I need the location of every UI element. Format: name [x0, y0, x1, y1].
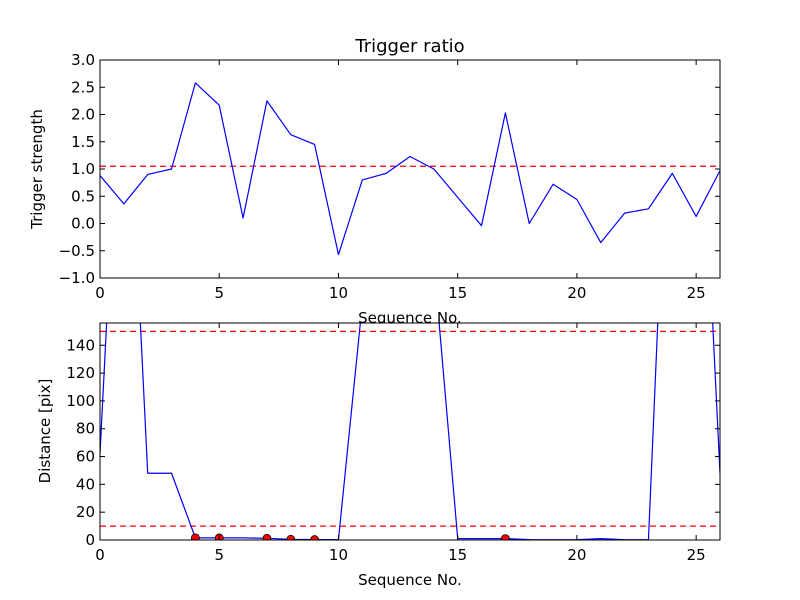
y-tick-label: 140 — [66, 336, 95, 354]
tick-group: 0 5 10 15 20 25 0 20 40 60 80 100 120 140 — [66, 323, 720, 564]
y-tick-label: 60 — [76, 448, 95, 466]
x-tick-label: 0 — [95, 546, 105, 564]
x-tick-label: 10 — [329, 284, 348, 302]
series-group — [100, 82, 720, 256]
y-tick-label: 1.5 — [71, 133, 95, 151]
plot-area-frame — [99, 322, 721, 541]
y-tick-label: 0.0 — [71, 215, 95, 233]
y-tick-label: 0.5 — [71, 187, 95, 205]
data-point-marker — [262, 533, 272, 540]
plot-area-frame — [99, 59, 721, 279]
marker-group — [190, 533, 510, 540]
y-tick-label: 40 — [76, 475, 95, 493]
data-point-marker — [286, 534, 296, 540]
y-tick-label: 2.5 — [71, 78, 95, 96]
series-line — [100, 82, 720, 256]
series-group — [100, 323, 720, 540]
threshold-lines — [100, 330, 720, 527]
y-tick-label: 3.0 — [71, 51, 95, 69]
data-point-marker — [500, 534, 510, 540]
data-point-marker — [190, 533, 200, 540]
tick-group: 0 5 10 15 20 25 −1.0 −0.5 0.0 0.5 1.0 1.5 2.0 2.5 3.0 — [59, 51, 720, 302]
series-line — [100, 323, 720, 540]
x-tick-label: 10 — [329, 546, 348, 564]
y-tick-label: −1.0 — [59, 269, 95, 287]
x-tick-label: 15 — [448, 546, 467, 564]
y-tick-label: 100 — [66, 392, 95, 410]
x-tick-label: 15 — [448, 284, 467, 302]
plot-area-background — [100, 60, 720, 278]
x-axis-label: Sequence No. — [358, 571, 462, 589]
x-tick-label: 0 — [95, 284, 105, 302]
x-tick-label: 20 — [567, 284, 586, 302]
x-tick-label: 20 — [567, 546, 586, 564]
y-tick-label: 0 — [85, 531, 95, 549]
y-tick-label: 80 — [76, 420, 95, 438]
distance-subplot: 0 5 10 15 20 25 0 20 40 60 80 100 120 140 Sequence No… — [36, 322, 721, 589]
x-tick-label: 5 — [214, 284, 224, 302]
chart-title: Trigger ratio — [354, 36, 464, 57]
y-tick-label: −0.5 — [59, 242, 95, 260]
y-tick-label: 120 — [66, 364, 95, 382]
x-tick-label: 25 — [687, 546, 706, 564]
y-axis-label: Distance [pix] — [36, 379, 54, 484]
trigger-ratio-subplot: 0 5 10 15 20 25−1.0−0.50.00.51.01.52.02.53.0 … — [28, 36, 721, 327]
plot-area-background — [100, 323, 720, 540]
y-tick-label: 20 — [76, 503, 95, 521]
y-tick-label: 2.0 — [71, 106, 95, 124]
y-tick-label: 1.0 — [71, 160, 95, 178]
y-axis-label: Trigger strength — [28, 109, 46, 230]
x-tick-label: 25 — [687, 284, 706, 302]
x-tick-label: 5 — [214, 546, 224, 564]
